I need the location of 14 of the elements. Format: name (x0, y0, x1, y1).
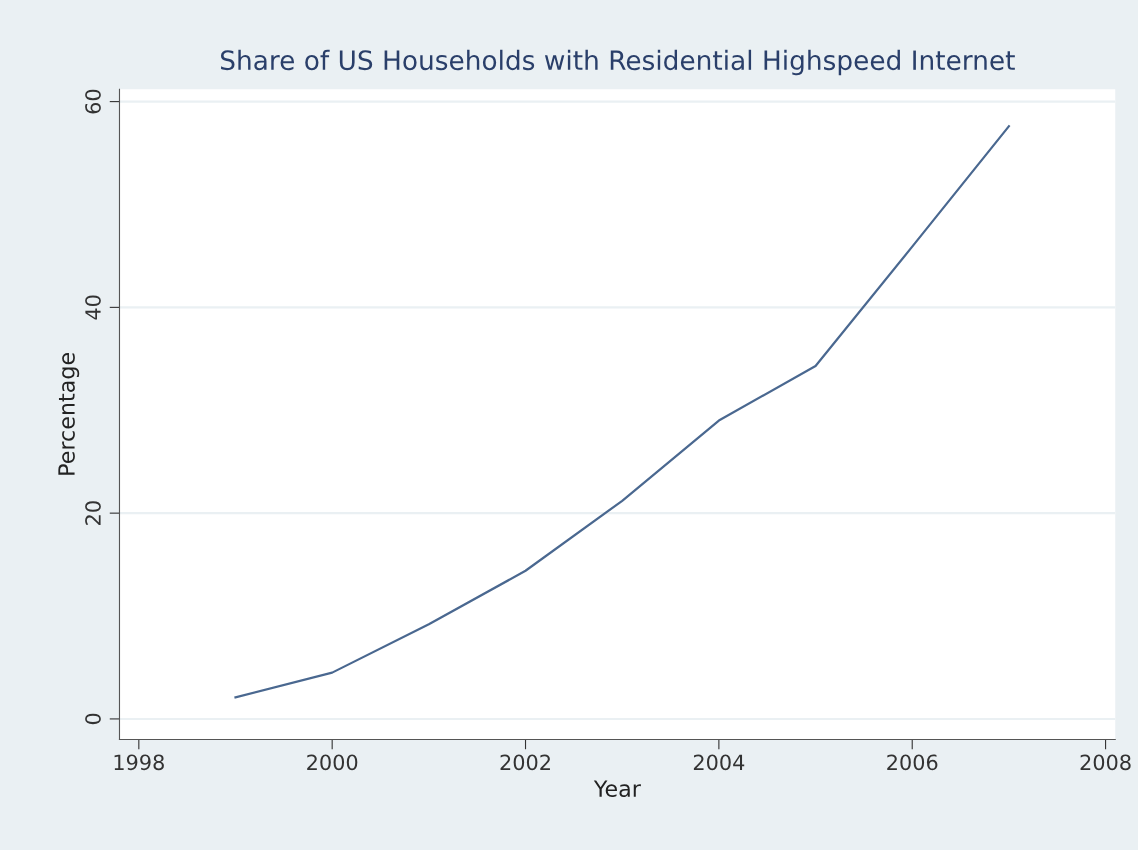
y-tick-label: 0 (85, 713, 101, 725)
x-axis-title: Year (593, 780, 641, 797)
y-axis-title: Percentage (58, 353, 80, 475)
x-tick-label: 2004 (693, 754, 745, 771)
y-tick-label: 20 (85, 501, 101, 525)
x-tick-label: 2008 (1080, 754, 1131, 771)
y-tick-label: 40 (85, 295, 101, 320)
x-tick-label: 1998 (114, 754, 164, 771)
x-tick-label: 2002 (500, 754, 550, 771)
chart-title: Share of US Households with Residential Highspeed Internet (220, 49, 1015, 76)
y-tick-label: 60 (85, 89, 101, 114)
x-tick-label: 2006 (887, 754, 938, 771)
line-series (234, 125, 1011, 699)
x-tick-label: 2000 (307, 754, 358, 771)
